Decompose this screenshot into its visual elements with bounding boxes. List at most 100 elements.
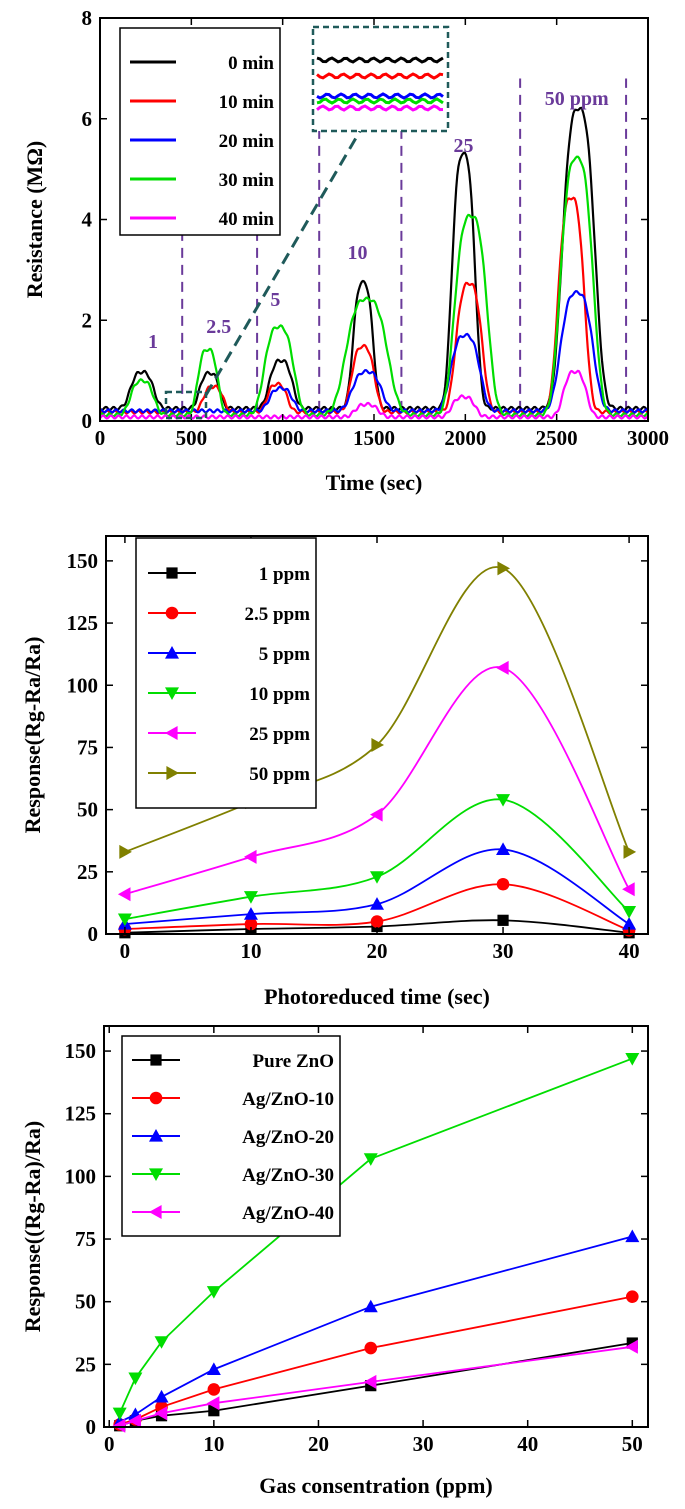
data-point <box>496 842 511 856</box>
series-curve <box>124 566 630 853</box>
data-point <box>165 726 178 740</box>
data-point <box>206 1286 221 1299</box>
data-point <box>128 1372 143 1386</box>
x-tick-label: 20 <box>367 939 388 963</box>
x-tick-label: 40 <box>517 1432 538 1456</box>
data-point <box>622 917 637 930</box>
y-axis-label: Response((Rg-Ra)/Ra) <box>20 1121 45 1332</box>
data-point <box>370 871 384 884</box>
legend: 1 ppm 2.5 ppm 5 ppm 10 ppm 25 ppm 50 ppm <box>135 537 317 809</box>
y-axis-label: Response(Rg-Ra/Ra) <box>20 637 45 834</box>
data-point <box>154 1389 169 1403</box>
x-tick-label: 1500 <box>353 426 395 450</box>
x-tick-label: 10 <box>240 939 261 963</box>
zoom-connector <box>204 130 362 396</box>
y-tick-label: 25 <box>75 1352 96 1376</box>
legend-label: Ag/ZnO-20 <box>242 1127 334 1148</box>
legend-box <box>135 537 317 809</box>
legend-label: 0 min <box>228 53 274 74</box>
zoom-region <box>164 390 208 420</box>
data-point <box>363 1374 377 1389</box>
concentration-label: 10 <box>348 242 368 264</box>
data-point <box>166 766 179 780</box>
x-tick-label: 2000 <box>444 426 486 450</box>
data-point <box>149 1129 163 1142</box>
y-tick-label: 0 <box>82 409 93 433</box>
data-point <box>622 882 635 897</box>
legend-label: 20 min <box>219 131 275 152</box>
y-tick-label: 50 <box>75 1290 96 1314</box>
series-line <box>119 1295 633 1426</box>
x-axis-label: Photoreduced time (sec) <box>264 984 490 1009</box>
data-point <box>149 1168 163 1181</box>
data-point <box>370 897 384 910</box>
y-tick-label: 125 <box>65 1102 97 1126</box>
legend: Pure ZnO Ag/ZnO-10 Ag/ZnO-20 Ag/ZnO-30 Ag/Zn… <box>121 1035 341 1237</box>
concentration-label: 50 ppm <box>545 88 609 110</box>
data-point <box>625 1229 640 1243</box>
data-point <box>243 849 257 864</box>
data-point <box>165 646 179 659</box>
legend-label: Pure ZnO <box>253 1051 334 1072</box>
data-point <box>496 794 511 807</box>
series-curve <box>124 666 630 896</box>
data-point <box>496 660 509 675</box>
data-point <box>165 606 179 620</box>
x-tick-label: 30 <box>493 939 514 963</box>
data-point <box>119 844 132 859</box>
plot-frame <box>103 1025 649 1428</box>
y-tick-label: 125 <box>67 611 99 635</box>
data-point <box>112 1407 127 1421</box>
inset-line <box>316 72 444 80</box>
data-point <box>206 1362 221 1375</box>
data-point <box>370 807 383 822</box>
data-point <box>244 917 258 931</box>
inset-box <box>311 25 450 133</box>
concentration-label: 5 <box>270 289 280 311</box>
inset-line <box>316 56 444 64</box>
x-tick-label: 1000 <box>262 426 304 450</box>
y-tick-label: 25 <box>77 860 98 884</box>
x-tick-label: 0 <box>95 426 106 450</box>
x-tick-label: 50 <box>622 1432 643 1456</box>
concentration-label: 2.5 <box>206 316 231 338</box>
y-tick-label: 4 <box>82 208 93 232</box>
inset-line <box>316 97 444 105</box>
data-point <box>243 891 258 904</box>
legend: 0 min 10 min 20 min 30 min 40 min <box>119 27 281 236</box>
data-point <box>117 887 131 902</box>
response-vs-concentration-chart: 0 10 20 30 40 50 0 25 50 75 100 125 150 Gas consentra… <box>20 1025 649 1498</box>
x-axis-label: Gas consentration (ppm) <box>259 1473 492 1498</box>
x-tick-label: 3000 <box>627 426 669 450</box>
concentration-label: 25 <box>454 135 474 157</box>
data-point <box>497 561 511 576</box>
data-point <box>371 737 384 752</box>
inset-line <box>316 92 444 100</box>
legend-label: Ag/ZnO-10 <box>242 1089 334 1110</box>
x-tick-label: 2500 <box>536 426 578 450</box>
legend-label: Ag/ZnO-40 <box>242 1203 334 1224</box>
data-point <box>370 915 384 928</box>
data-point <box>497 914 509 926</box>
data-point <box>154 1406 168 1421</box>
y-tick-label: 2 <box>82 308 93 332</box>
response-vs-time-chart: 0 10 20 30 40 0 25 50 75 100 125 150 Photoreduced ti… <box>20 535 649 1009</box>
series-line <box>119 1235 633 1423</box>
inset-line <box>316 104 444 112</box>
series-line-30-min <box>99 155 649 418</box>
data-point <box>150 1054 162 1066</box>
data-point <box>112 1418 126 1433</box>
legend-label: Ag/ZnO-30 <box>242 1165 334 1186</box>
y-tick-label: 75 <box>77 735 98 759</box>
data-point <box>364 1341 378 1355</box>
data-point <box>625 1052 640 1066</box>
y-tick-label: 0 <box>86 1415 97 1439</box>
data-point <box>207 1383 221 1396</box>
legend-label: 1 ppm <box>259 564 310 585</box>
legend-label: 2.5 ppm <box>245 604 311 625</box>
x-tick-label: 10 <box>203 1432 224 1456</box>
legend-label: 40 min <box>219 209 275 230</box>
y-tick-label: 75 <box>75 1227 96 1251</box>
data-point <box>206 1396 220 1411</box>
